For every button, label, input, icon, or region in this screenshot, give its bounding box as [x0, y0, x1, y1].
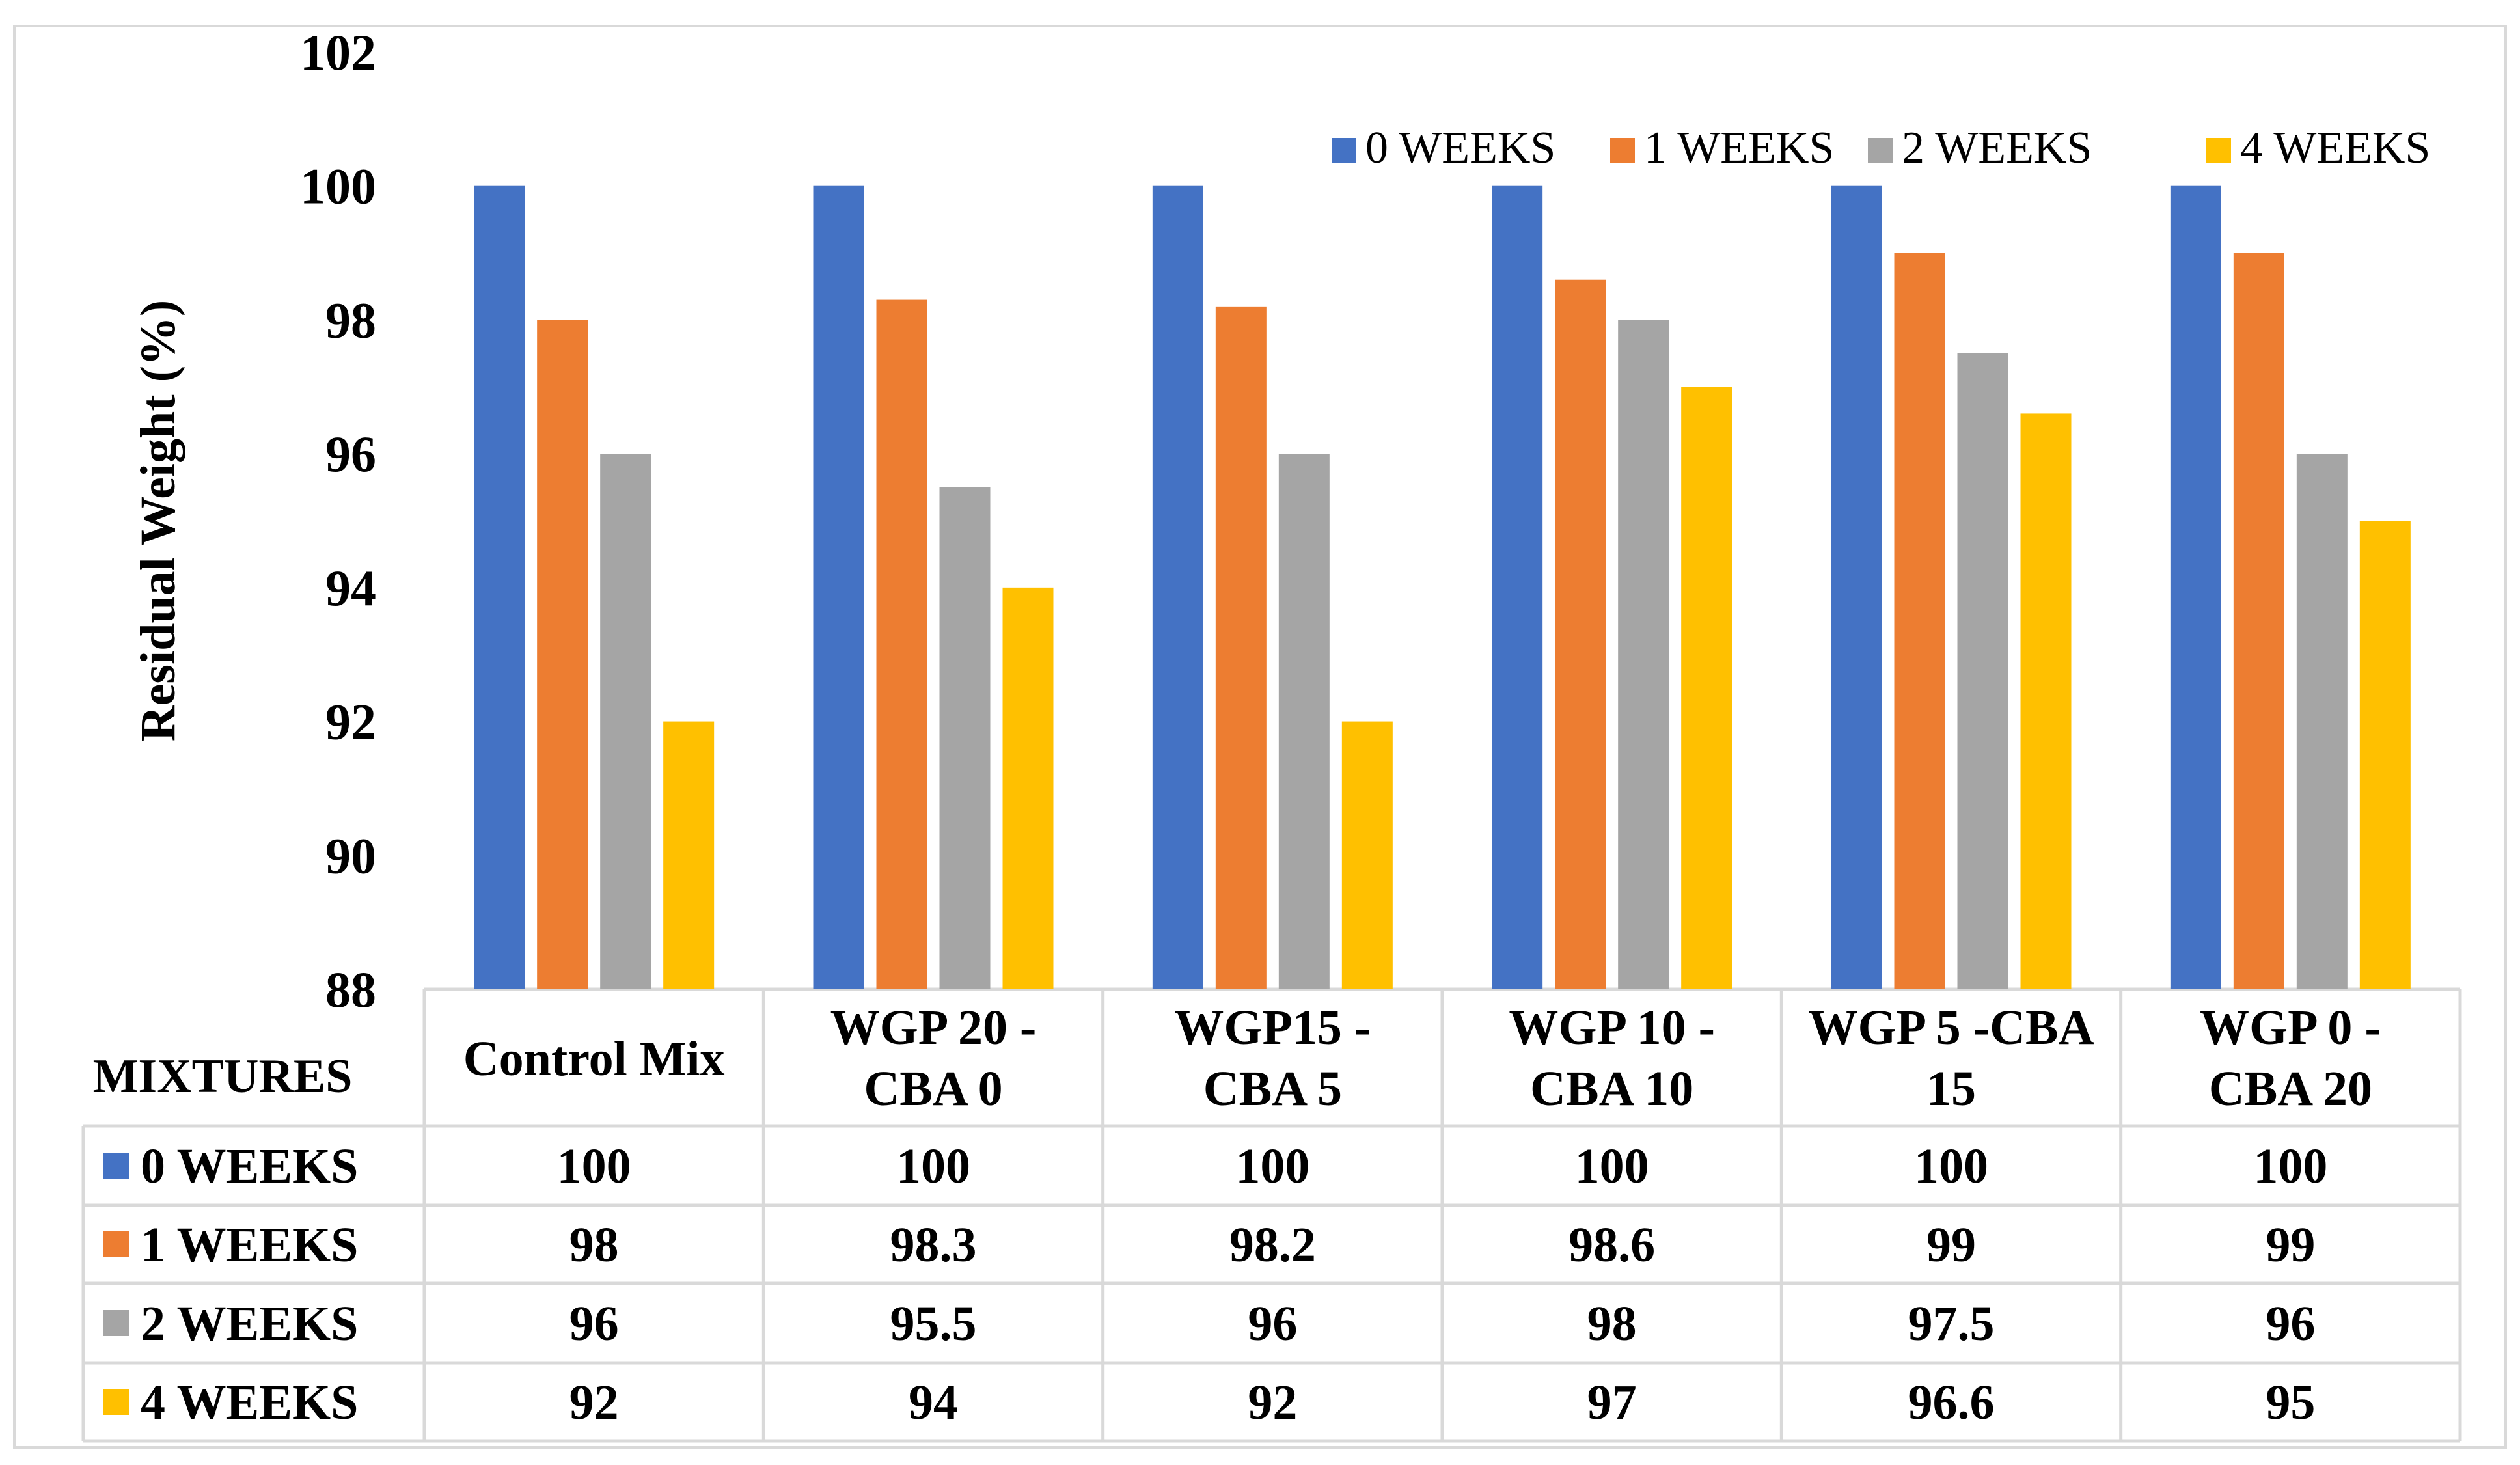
legend-label: 2 WEEKS: [1902, 123, 2092, 173]
table-value: 98: [1587, 1296, 1637, 1351]
bar-1-weeks: [876, 299, 927, 990]
bar-1-weeks: [2233, 253, 2284, 990]
table-value: 100: [1235, 1139, 1309, 1194]
table-value: 99: [1926, 1218, 1976, 1272]
legend-swatch: [1868, 138, 1893, 163]
bar-4-weeks: [1341, 721, 1393, 989]
bar-0-weeks: [813, 185, 864, 989]
table-series-label: 2 WEEKS: [141, 1296, 358, 1351]
bar-4-weeks: [663, 721, 715, 989]
legend-swatch: [2206, 138, 2231, 163]
table-value: 98: [569, 1218, 619, 1272]
bar-1-weeks: [1894, 253, 1945, 990]
legend-swatch: [1610, 138, 1635, 163]
table-value: 100: [1575, 1139, 1649, 1194]
table-series-label: 1 WEEKS: [141, 1218, 358, 1272]
table-value: 96: [1248, 1296, 1297, 1351]
bar-0-weeks: [1492, 185, 1543, 989]
table-value: 96.6: [1908, 1375, 1995, 1430]
table-value: 92: [569, 1375, 619, 1430]
category-label: WGP 5 -CBA: [1808, 1000, 2094, 1055]
bar-4-weeks: [1681, 387, 1732, 989]
table-legend-key: [103, 1231, 129, 1257]
bar-0-weeks: [1831, 185, 1882, 989]
legend-swatch: [1332, 138, 1356, 163]
category-label: CBA 20: [2209, 1061, 2372, 1116]
bar-2-weeks: [939, 487, 991, 989]
table-value: 100: [2253, 1139, 2327, 1194]
y-axis-title: Residual Weight (%): [131, 300, 185, 741]
y-tick-label: 98: [325, 292, 376, 348]
table-value: 95: [2266, 1375, 2315, 1430]
table-legend-key: [103, 1153, 129, 1179]
category-label: WGP 10 -: [1509, 1000, 1715, 1055]
table-value: 92: [1248, 1375, 1297, 1430]
bar-0-weeks: [474, 185, 525, 989]
table-value: 99: [2266, 1218, 2315, 1272]
table-header-label: MIXTURES: [93, 1050, 353, 1103]
y-tick-label: 88: [325, 961, 376, 1018]
table-value: 97.5: [1908, 1296, 1995, 1351]
category-label: CBA 0: [864, 1061, 1002, 1116]
bar-4-weeks: [1002, 587, 1054, 989]
category-label: CBA 5: [1203, 1061, 1342, 1116]
bars: [474, 185, 2411, 990]
y-tick-label: 96: [325, 426, 376, 482]
bar-2-weeks: [1278, 454, 1330, 989]
y-tick-label: 100: [300, 158, 376, 215]
category-label: WGP 0 -: [2200, 1000, 2381, 1055]
legend: 0 WEEKS 1 WEEKS 2 WEEKS 4 WEEKS: [1332, 123, 2430, 173]
table-value: 97: [1587, 1375, 1637, 1430]
category-label: WGP 20 -: [830, 1000, 1037, 1055]
bar-2-weeks: [1957, 353, 2008, 989]
table-value: 100: [557, 1139, 631, 1194]
category-label: WGP15 -: [1174, 1000, 1371, 1055]
bar-2-weeks: [2296, 454, 2348, 989]
table-series-label: 4 WEEKS: [141, 1375, 358, 1430]
y-tick-label: 90: [325, 827, 376, 884]
table-value: 98.6: [1568, 1218, 1655, 1272]
bar-0-weeks: [2170, 185, 2221, 989]
table-legend-key: [103, 1310, 129, 1336]
bar-1-weeks: [1215, 306, 1267, 989]
y-tick-label: 92: [325, 694, 376, 750]
legend-label: 4 WEEKS: [2240, 123, 2430, 173]
bar-4-weeks: [2020, 413, 2072, 989]
table-grid: [81, 987, 2462, 1443]
table-value: 96: [2266, 1296, 2315, 1351]
category-label: Control Mix: [463, 1032, 725, 1086]
legend-label: 1 WEEKS: [1644, 123, 1834, 173]
y-tick-label: 94: [325, 560, 376, 616]
table-value: 96: [569, 1296, 619, 1351]
table-legend-key: [103, 1389, 129, 1415]
bar-2-weeks: [1618, 320, 1669, 989]
table-value: 100: [896, 1139, 970, 1194]
table-value: 94: [909, 1375, 958, 1430]
y-tick-label: 102: [300, 24, 376, 81]
category-label: 15: [1926, 1061, 1976, 1116]
legend-label: 0 WEEKS: [1365, 123, 1555, 173]
y-axis-ticks: 88 90 92 94 96 98 100 102: [300, 24, 376, 1018]
bar-1-weeks: [537, 320, 588, 989]
category-label: CBA 10: [1530, 1061, 1693, 1116]
bar-1-weeks: [1555, 279, 1606, 989]
bar-0-weeks: [1152, 185, 1203, 989]
table-value: 100: [1914, 1139, 1988, 1194]
bar-4-weeks: [2359, 521, 2411, 989]
table-series-label: 0 WEEKS: [141, 1139, 358, 1194]
table-value: 98.2: [1229, 1218, 1316, 1272]
bar-2-weeks: [600, 454, 651, 989]
data-table: MIXTURES Control Mix WGP 20 - CBA 0 WGP15 - C…: [93, 1000, 2381, 1430]
table-value: 95.5: [890, 1296, 977, 1351]
table-value: 98.3: [890, 1218, 977, 1272]
